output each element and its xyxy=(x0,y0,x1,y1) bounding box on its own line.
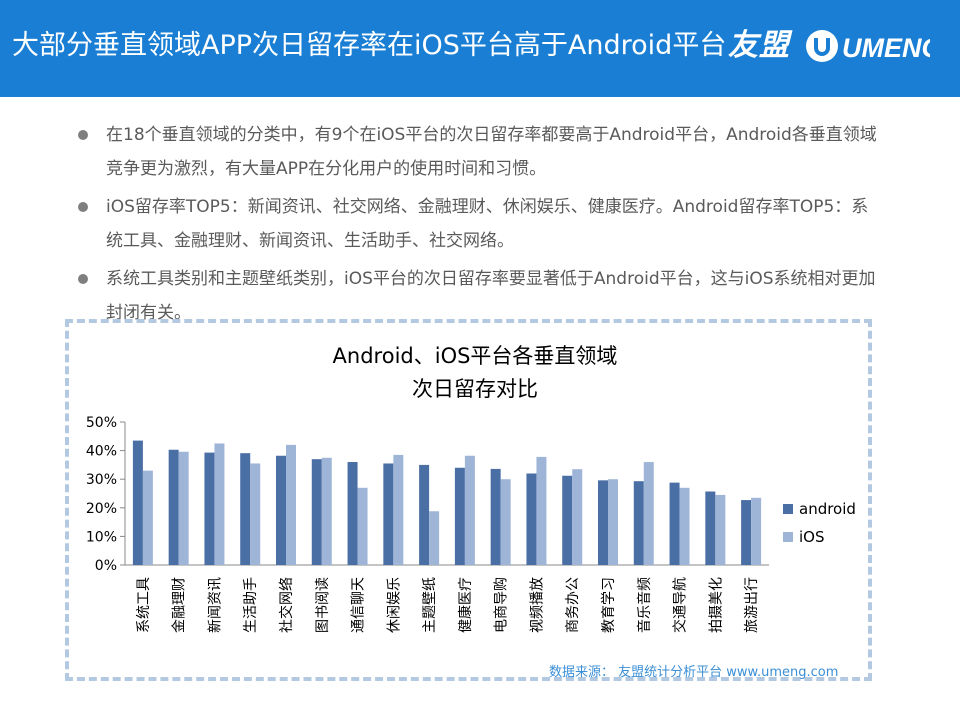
bar-iOS xyxy=(214,443,225,565)
x-tick-label: 金融理财 xyxy=(172,577,188,633)
bullet-list: 在18个垂直领域的分类中，有9个在iOS平台的次日留存率都要高于Android平… xyxy=(78,118,878,334)
bar-android xyxy=(311,459,322,565)
x-tick-label: 拍摄美化 xyxy=(708,577,724,633)
bar-iOS xyxy=(321,457,332,565)
bar-android xyxy=(741,500,752,565)
y-tick-label: 0% xyxy=(95,558,117,574)
x-tick-label: 音乐音频 xyxy=(636,577,653,633)
x-tick-label: 新闻资讯 xyxy=(207,577,223,633)
bullet-dot-icon xyxy=(78,202,88,212)
bar-android xyxy=(562,475,573,565)
chart-legend: android iOS xyxy=(783,500,856,546)
chart-title-line1: Android、iOS平台各垂直领域 xyxy=(333,344,618,368)
y-tick-label: 40% xyxy=(86,444,117,460)
bullet-dot-icon xyxy=(78,274,88,284)
bar-iOS xyxy=(679,487,690,565)
chart-bars xyxy=(132,440,762,565)
legend-swatch-android xyxy=(783,504,793,514)
x-tick-label: 视频播放 xyxy=(529,577,545,633)
x-tick-label: 通信聊天 xyxy=(351,577,367,633)
bar-iOS xyxy=(393,454,404,565)
x-tick-label: 图书阅读 xyxy=(314,577,331,633)
bullet-text: 在18个垂直领域的分类中，有9个在iOS平台的次日留存率都要高于Android平… xyxy=(106,125,877,179)
x-tick-label: 系统工具 xyxy=(136,577,152,633)
bullet-dot-icon xyxy=(78,130,88,140)
bar-iOS xyxy=(357,487,368,565)
bar-android xyxy=(598,480,608,565)
x-tick-label: 教育学习 xyxy=(601,577,617,633)
bar-android xyxy=(454,467,465,565)
bar-iOS xyxy=(536,456,547,565)
bar-android xyxy=(240,453,251,565)
x-tick-label: 交通导航 xyxy=(672,577,689,633)
chart-title-line2: 次日留存对比 xyxy=(412,377,538,401)
bullet-item: iOS留存率TOP5：新闻资讯、社交网络、金融理财、休闲娱乐、健康医疗。Andr… xyxy=(78,190,878,258)
x-tick-label: 健康医疗 xyxy=(457,577,474,633)
bar-iOS xyxy=(178,451,189,565)
umeng-logo-text: UMENG xyxy=(842,33,930,63)
y-tick-label: 10% xyxy=(86,529,117,545)
umeng-logo-cn: 友盟 xyxy=(728,28,790,63)
bar-android xyxy=(204,452,215,565)
x-tick-label: 商务办公 xyxy=(565,577,581,633)
retention-bar-chart: Android、iOS平台各垂直领域 次日留存对比 0% 10% 20% 30% 40%… xyxy=(86,344,856,633)
legend-swatch-iOS xyxy=(783,532,793,542)
y-tick-label: 20% xyxy=(86,501,117,517)
bar-iOS xyxy=(286,444,296,565)
bullet-item: 在18个垂直领域的分类中，有9个在iOS平台的次日留存率都要高于Android平… xyxy=(78,118,878,186)
chart-frame: Android、iOS平台各垂直领域 次日留存对比 0% 10% 20% 30% 40%… xyxy=(65,319,872,681)
legend-label: iOS xyxy=(799,528,825,546)
bar-iOS xyxy=(643,462,654,565)
bar-iOS xyxy=(464,455,475,565)
page-title: 大部分垂直领域APP次日留存率在iOS平台高于Android平台 xyxy=(12,30,727,61)
bar-android xyxy=(383,463,394,565)
umeng-logo-icon: UMENG xyxy=(806,30,930,63)
bar-android xyxy=(705,491,716,565)
y-tick-label: 50% xyxy=(86,415,117,431)
bullet-item: 系统工具类别和主题壁纸类别，iOS平台的次日留存率要显著低于Android平台，… xyxy=(78,262,878,330)
bar-iOS xyxy=(500,479,511,565)
x-tick-label: 休闲娱乐 xyxy=(386,577,402,633)
x-tick-label: 生活助手 xyxy=(243,577,259,633)
bar-android xyxy=(347,462,358,565)
bar-iOS xyxy=(250,463,261,565)
x-tick-label: 社交网络 xyxy=(278,577,295,633)
bar-android xyxy=(490,468,501,565)
bar-android xyxy=(276,455,286,565)
bullet-text: iOS留存率TOP5：新闻资讯、社交网络、金融理财、休闲娱乐、健康医疗。Andr… xyxy=(106,197,869,251)
bar-android xyxy=(633,481,644,565)
bar-iOS xyxy=(142,470,153,565)
bar-iOS xyxy=(715,494,726,565)
bar-android xyxy=(132,440,143,565)
bar-android xyxy=(168,449,179,565)
x-tick-label: 电商导购 xyxy=(494,577,510,633)
x-tick-label: 主题壁纸 xyxy=(422,577,438,633)
bar-android xyxy=(419,464,430,565)
data-source: 数据来源： 友盟统计分析平台 www.umeng.com xyxy=(549,665,839,680)
bar-iOS xyxy=(572,469,583,565)
bullet-text: 系统工具类别和主题壁纸类别，iOS平台的次日留存率要显著低于Android平台，… xyxy=(106,269,876,323)
bar-iOS xyxy=(608,479,618,565)
y-tick-label: 30% xyxy=(86,472,117,488)
x-tick-label: 旅游出行 xyxy=(744,577,760,633)
chart-x-labels: 系统工具 金融理财 新闻资讯 生活助手 社交网络 图书阅读 通信聊天 休闲娱乐 主题壁纸 健康医疗… xyxy=(136,577,760,633)
chart-axes: 0% 10% 20% 30% 40% 50% xyxy=(86,415,769,574)
bar-iOS xyxy=(429,511,440,565)
bar-android xyxy=(669,482,680,565)
bar-android xyxy=(526,473,537,565)
bar-iOS xyxy=(751,497,762,565)
legend-label: android xyxy=(799,500,856,518)
header-bar: 大部分垂直领域APP次日留存率在iOS平台高于Android平台 友盟 UMEN… xyxy=(0,0,960,97)
